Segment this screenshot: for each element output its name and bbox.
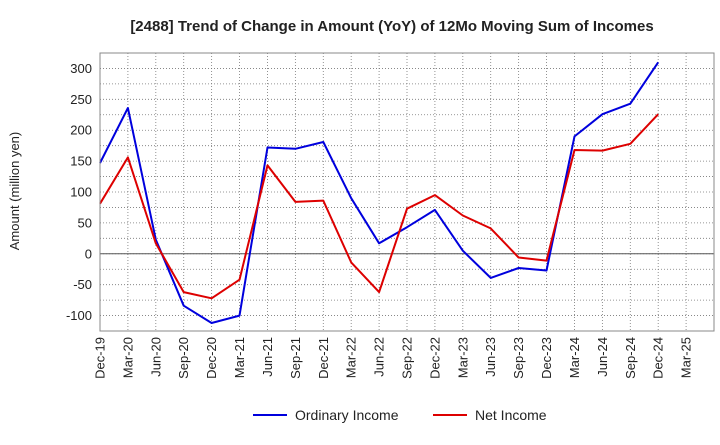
x-tick-label: Jun-21 [260,337,275,377]
x-tick-label: Jun-20 [148,337,163,377]
x-tick-label: Mar-22 [344,337,359,378]
x-tick-label: Sep-24 [623,337,638,379]
y-tick-label: 150 [70,154,92,169]
x-tick-label: Sep-23 [511,337,526,379]
x-tick-label: Sep-20 [176,337,191,379]
x-tick-label: Dec-23 [539,337,554,379]
x-tick-label: Sep-21 [288,337,303,379]
legend: Ordinary Income Net Income [253,407,547,423]
x-tick-label: Dec-19 [93,337,108,379]
x-tick-label: Jun-23 [483,337,498,377]
x-tick-label: Dec-20 [204,337,219,379]
x-tick-label: Jun-24 [595,337,610,377]
x-tick-label: Jun-22 [372,337,387,377]
x-tick-label: Sep-22 [400,337,415,379]
y-tick-label: -100 [66,308,92,323]
series-line-ordinary-income [99,61,660,324]
legend-label-ordinary-income: Ordinary Income [295,407,399,423]
grid [100,53,714,331]
x-tick-label: Dec-22 [427,337,442,379]
x-tick-label: Mar-24 [567,337,582,378]
plot-frame [99,52,715,332]
x-tick-label: Dec-21 [316,337,331,379]
y-tick-label: -50 [73,277,92,292]
series-line-net-income [99,113,659,300]
y-tick-label: 250 [70,92,92,107]
y-tick-label: 50 [78,215,92,230]
y-tick-label: 200 [70,123,92,138]
axis-ticks: -100 -50 0 50 100 150 200 250 300 Dec-19 Mar-20 Jun… [66,61,694,379]
series-lines [99,61,660,324]
x-tick-label: Mar-21 [232,337,247,378]
chart-title: [2488] Trend of Change in Amount (YoY) o… [130,18,653,35]
x-tick-label: Mar-25 [679,337,694,378]
x-tick-label: Mar-23 [455,337,470,378]
y-tick-label: 0 [85,246,92,261]
y-tick-label: 300 [70,61,92,76]
legend-label-net-income: Net Income [475,407,547,423]
x-tick-label: Mar-20 [120,337,135,378]
y-tick-label: 100 [70,185,92,200]
x-tick-label: Dec-24 [651,337,666,379]
y-axis-title: Amount (million yen) [7,132,22,251]
